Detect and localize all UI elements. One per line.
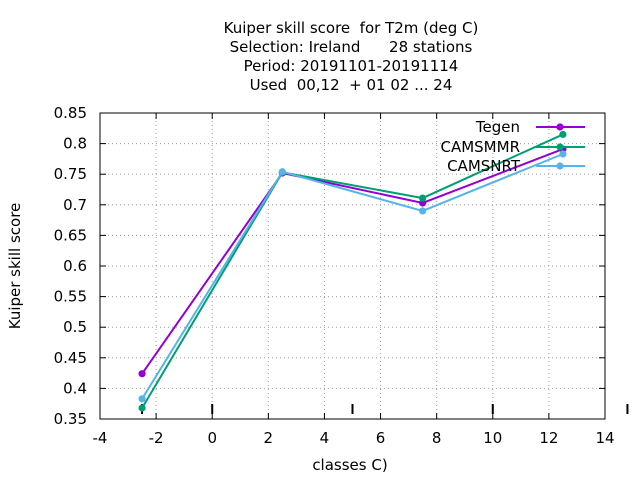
- y-tick-label: 0.65: [54, 226, 87, 244]
- y-tick-label: 0.75: [54, 165, 87, 183]
- series: [138, 130, 567, 412]
- data-point: [138, 370, 146, 378]
- x-tick-label: 0: [207, 429, 217, 447]
- x-tick-label: 6: [376, 429, 386, 447]
- legend-item: CAMSNRT: [447, 157, 585, 175]
- y-tick-label: 0.5: [63, 318, 87, 336]
- x-tick-label: -4: [93, 429, 108, 447]
- data-point: [419, 207, 427, 215]
- x-tick-label: 8: [432, 429, 442, 447]
- x-tick-label: 4: [320, 429, 330, 447]
- y-axis: 0.35 0.4 0.45 0.5 0.55 0.6 0.65 0.7 0.75 0.8 0.85: [54, 104, 605, 428]
- data-point: [278, 168, 286, 176]
- x-tick-label: 10: [483, 429, 502, 447]
- data-point: [559, 150, 567, 158]
- y-tick-label: 0.85: [54, 104, 87, 122]
- legend-item: CAMSMMR: [440, 138, 585, 156]
- y-axis-label: Kuiper skill score: [6, 203, 24, 330]
- title-line: Period: 20191101-20191114: [244, 57, 459, 75]
- chart-title: Kuiper skill score for T2m (deg C)Select…: [224, 19, 479, 94]
- x-tick-label: 2: [264, 429, 274, 447]
- y-tick-label: 0.7: [63, 196, 87, 214]
- x-tick-label: 14: [595, 429, 614, 447]
- x-axis: -4 -2 0 2 4 6 8 10 12 14: [93, 113, 615, 447]
- x-tick-label: -2: [149, 429, 164, 447]
- y-tick-label: 0.8: [63, 135, 87, 153]
- bottom-tick-marks: [141, 404, 629, 414]
- title-line: Selection: Ireland 28 stations: [230, 38, 473, 56]
- grid: [100, 113, 605, 419]
- series-line: [141, 133, 564, 409]
- legend-marker: [556, 123, 564, 131]
- series-line: [141, 153, 564, 400]
- legend-marker: [556, 143, 564, 151]
- x-tick-label: 12: [539, 429, 558, 447]
- data-point: [559, 130, 567, 139]
- y-tick-label: 0.4: [63, 379, 87, 397]
- legend-label: CAMSNRT: [447, 157, 521, 175]
- y-tick-label: 0.35: [54, 410, 87, 428]
- y-tick-label: 0.45: [54, 349, 87, 367]
- series-camsnrt: [138, 150, 567, 403]
- y-tick-label: 0.55: [54, 288, 87, 306]
- legend-marker: [556, 162, 564, 170]
- series-line: [141, 148, 564, 375]
- x-axis-label: classes C): [312, 456, 387, 474]
- legend-label: CAMSMMR: [440, 138, 520, 156]
- legend-item: Tegen: [475, 118, 585, 136]
- data-point: [138, 404, 146, 412]
- data-point: [138, 395, 146, 403]
- series-tegen: [138, 145, 567, 378]
- y-tick-label: 0.6: [63, 257, 87, 275]
- legend-label: Tegen: [475, 118, 520, 136]
- title-line: Kuiper skill score for T2m (deg C): [224, 19, 479, 37]
- data-point: [419, 194, 427, 202]
- title-line: Used 00,12 + 01 02 ... 24: [250, 76, 453, 94]
